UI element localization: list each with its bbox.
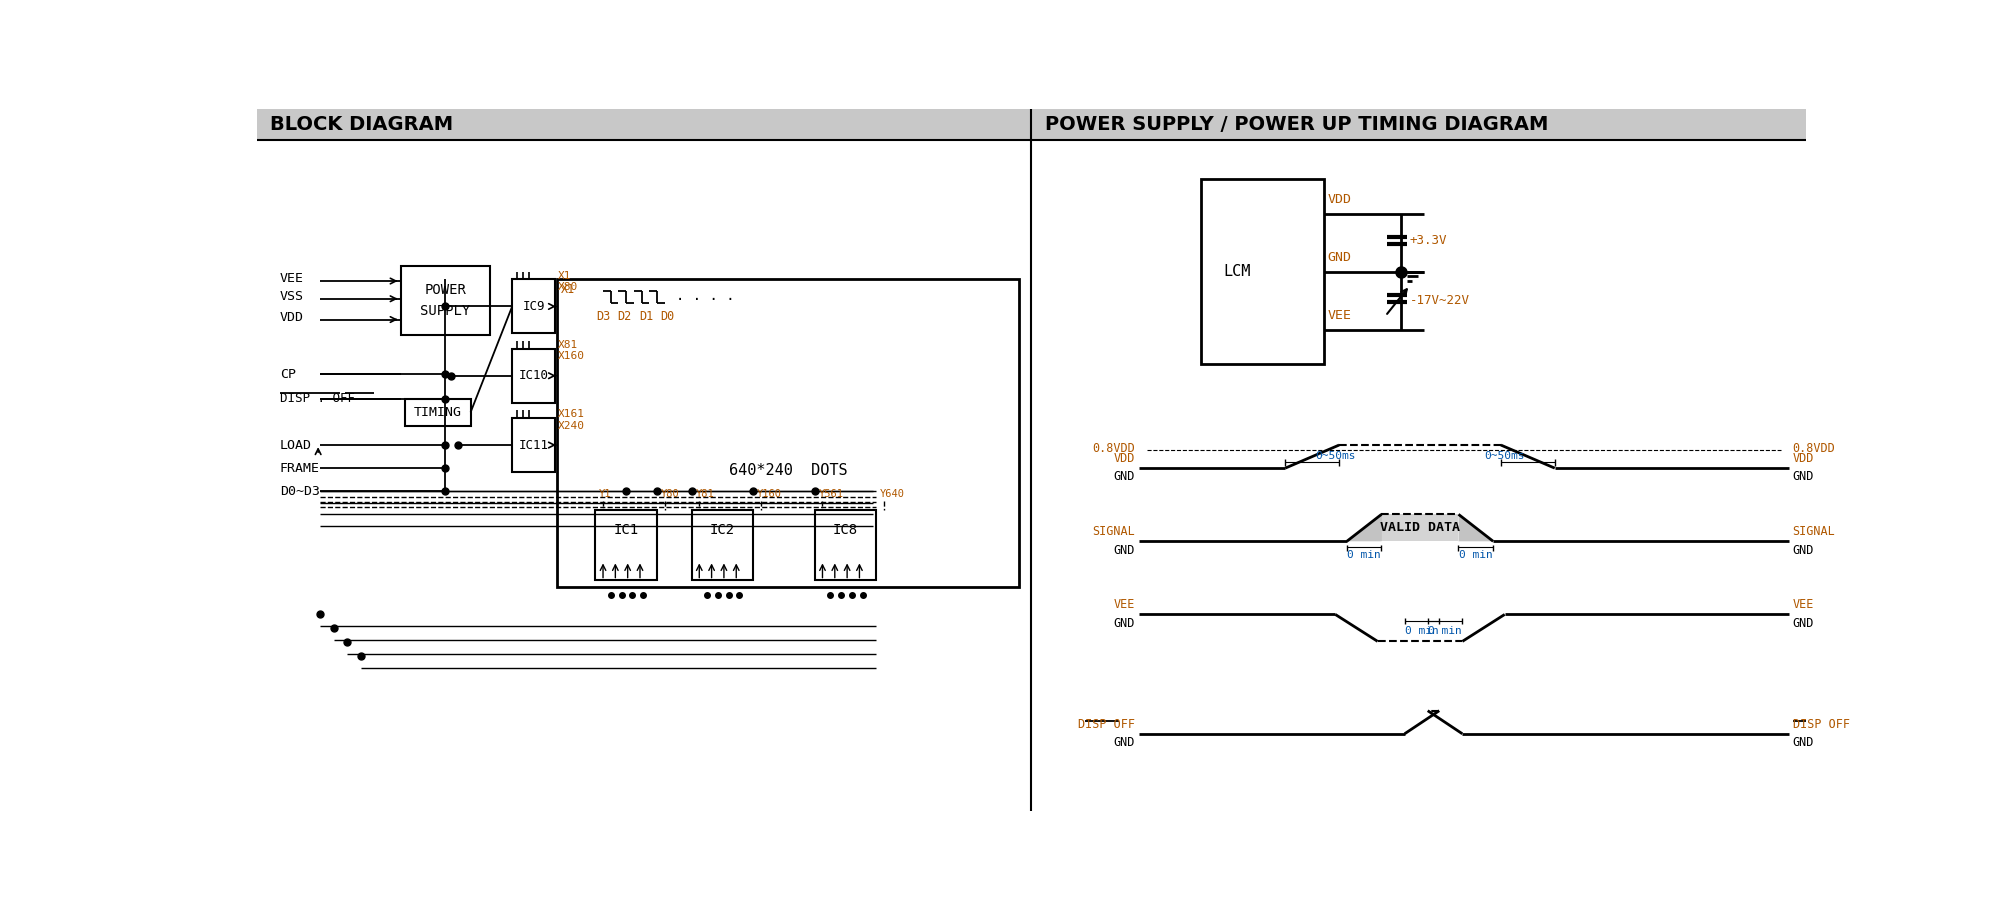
Text: SUPPLY: SUPPLY <box>421 303 471 318</box>
Text: VEE: VEE <box>1115 599 1135 611</box>
Text: Y1: Y1 <box>600 489 612 499</box>
Text: VDD: VDD <box>1115 452 1135 465</box>
Text: 0 min: 0 min <box>1404 627 1439 637</box>
Text: Y160: Y160 <box>757 489 783 499</box>
Text: GND: GND <box>1793 470 1815 484</box>
Text: 0.8VDD: 0.8VDD <box>1793 442 1835 455</box>
Text: VSS: VSS <box>280 290 304 303</box>
Text: GND: GND <box>1115 617 1135 630</box>
Text: 0 min: 0 min <box>1429 627 1463 637</box>
Text: IC9: IC9 <box>523 300 545 313</box>
Text: IC1: IC1 <box>614 523 638 537</box>
Text: X1: X1 <box>557 271 571 281</box>
Text: GND: GND <box>1115 470 1135 484</box>
Text: X160: X160 <box>557 352 585 362</box>
Bar <box>815 510 877 579</box>
Bar <box>692 510 752 579</box>
Text: GND: GND <box>1115 544 1135 557</box>
Text: 0~50ms: 0~50ms <box>1485 451 1525 461</box>
Text: Y640: Y640 <box>879 489 905 499</box>
Text: VEE: VEE <box>1328 309 1352 322</box>
Text: DISP OFF: DISP OFF <box>1793 718 1849 731</box>
Text: DISP OFF: DISP OFF <box>1078 718 1135 731</box>
Text: 640*240  DOTS: 640*240 DOTS <box>728 463 847 478</box>
Text: GND: GND <box>1793 736 1815 749</box>
Text: FRAME: FRAME <box>280 462 320 475</box>
Bar <box>1201 179 1324 364</box>
Text: . . . .: . . . . <box>676 290 734 303</box>
Text: CP: CP <box>280 368 296 381</box>
Polygon shape <box>1459 515 1493 541</box>
Text: VEE: VEE <box>280 272 304 285</box>
Text: POWER SUPPLY / POWER UP TIMING DIAGRAM: POWER SUPPLY / POWER UP TIMING DIAGRAM <box>1044 115 1549 134</box>
Text: GND: GND <box>1115 736 1135 749</box>
Text: IC11: IC11 <box>519 438 549 452</box>
Text: Y80: Y80 <box>660 489 680 499</box>
Text: Y81: Y81 <box>696 489 714 499</box>
Text: VDD: VDD <box>1328 193 1352 206</box>
Text: D3: D3 <box>596 310 610 323</box>
Text: SIGNAL: SIGNAL <box>1093 526 1135 538</box>
Text: D0~D3: D0~D3 <box>280 485 320 497</box>
Text: 0 min: 0 min <box>1348 550 1380 560</box>
Text: GND: GND <box>1328 251 1352 264</box>
Bar <box>258 109 1805 140</box>
Text: VDD: VDD <box>280 311 304 323</box>
Bar <box>596 510 658 579</box>
Bar <box>513 349 555 403</box>
Text: IC2: IC2 <box>710 523 734 537</box>
Text: X81: X81 <box>557 340 577 350</box>
Text: LCM: LCM <box>1223 264 1251 280</box>
Text: Y561: Y561 <box>819 489 843 499</box>
Text: GND: GND <box>1793 544 1815 557</box>
Bar <box>404 399 471 425</box>
Polygon shape <box>1382 515 1459 541</box>
Bar <box>513 280 555 333</box>
Text: POWER: POWER <box>425 283 467 297</box>
Text: IC10: IC10 <box>519 369 549 383</box>
Text: GND: GND <box>1793 617 1815 630</box>
Bar <box>513 418 555 472</box>
Text: BLOCK DIAGRAM: BLOCK DIAGRAM <box>270 115 453 134</box>
Text: 0.8VDD: 0.8VDD <box>1093 442 1135 455</box>
Text: X240: X240 <box>557 421 585 431</box>
Text: VALID DATA: VALID DATA <box>1380 521 1461 535</box>
Text: LOAD: LOAD <box>280 438 312 452</box>
Text: VEE: VEE <box>1793 599 1815 611</box>
Text: D0: D0 <box>660 310 674 323</box>
Text: X1: X1 <box>561 283 575 296</box>
Bar <box>400 266 489 335</box>
Text: X161: X161 <box>557 409 585 419</box>
Text: VDD: VDD <box>1793 452 1815 465</box>
Text: D2: D2 <box>618 310 632 323</box>
Text: +3.3V: +3.3V <box>1410 234 1447 247</box>
Polygon shape <box>1346 515 1382 541</box>
Text: X80: X80 <box>557 282 577 292</box>
Bar <box>557 280 1018 588</box>
Text: 0~50ms: 0~50ms <box>1316 451 1356 461</box>
Text: D1: D1 <box>640 310 654 323</box>
Text: SIGNAL: SIGNAL <box>1793 526 1835 538</box>
Text: DISP . OFF: DISP . OFF <box>280 393 354 405</box>
Text: TIMING: TIMING <box>414 405 463 419</box>
Text: -17V~22V: -17V~22V <box>1410 294 1471 307</box>
Text: 0 min: 0 min <box>1459 550 1493 560</box>
Text: IC8: IC8 <box>833 523 859 537</box>
